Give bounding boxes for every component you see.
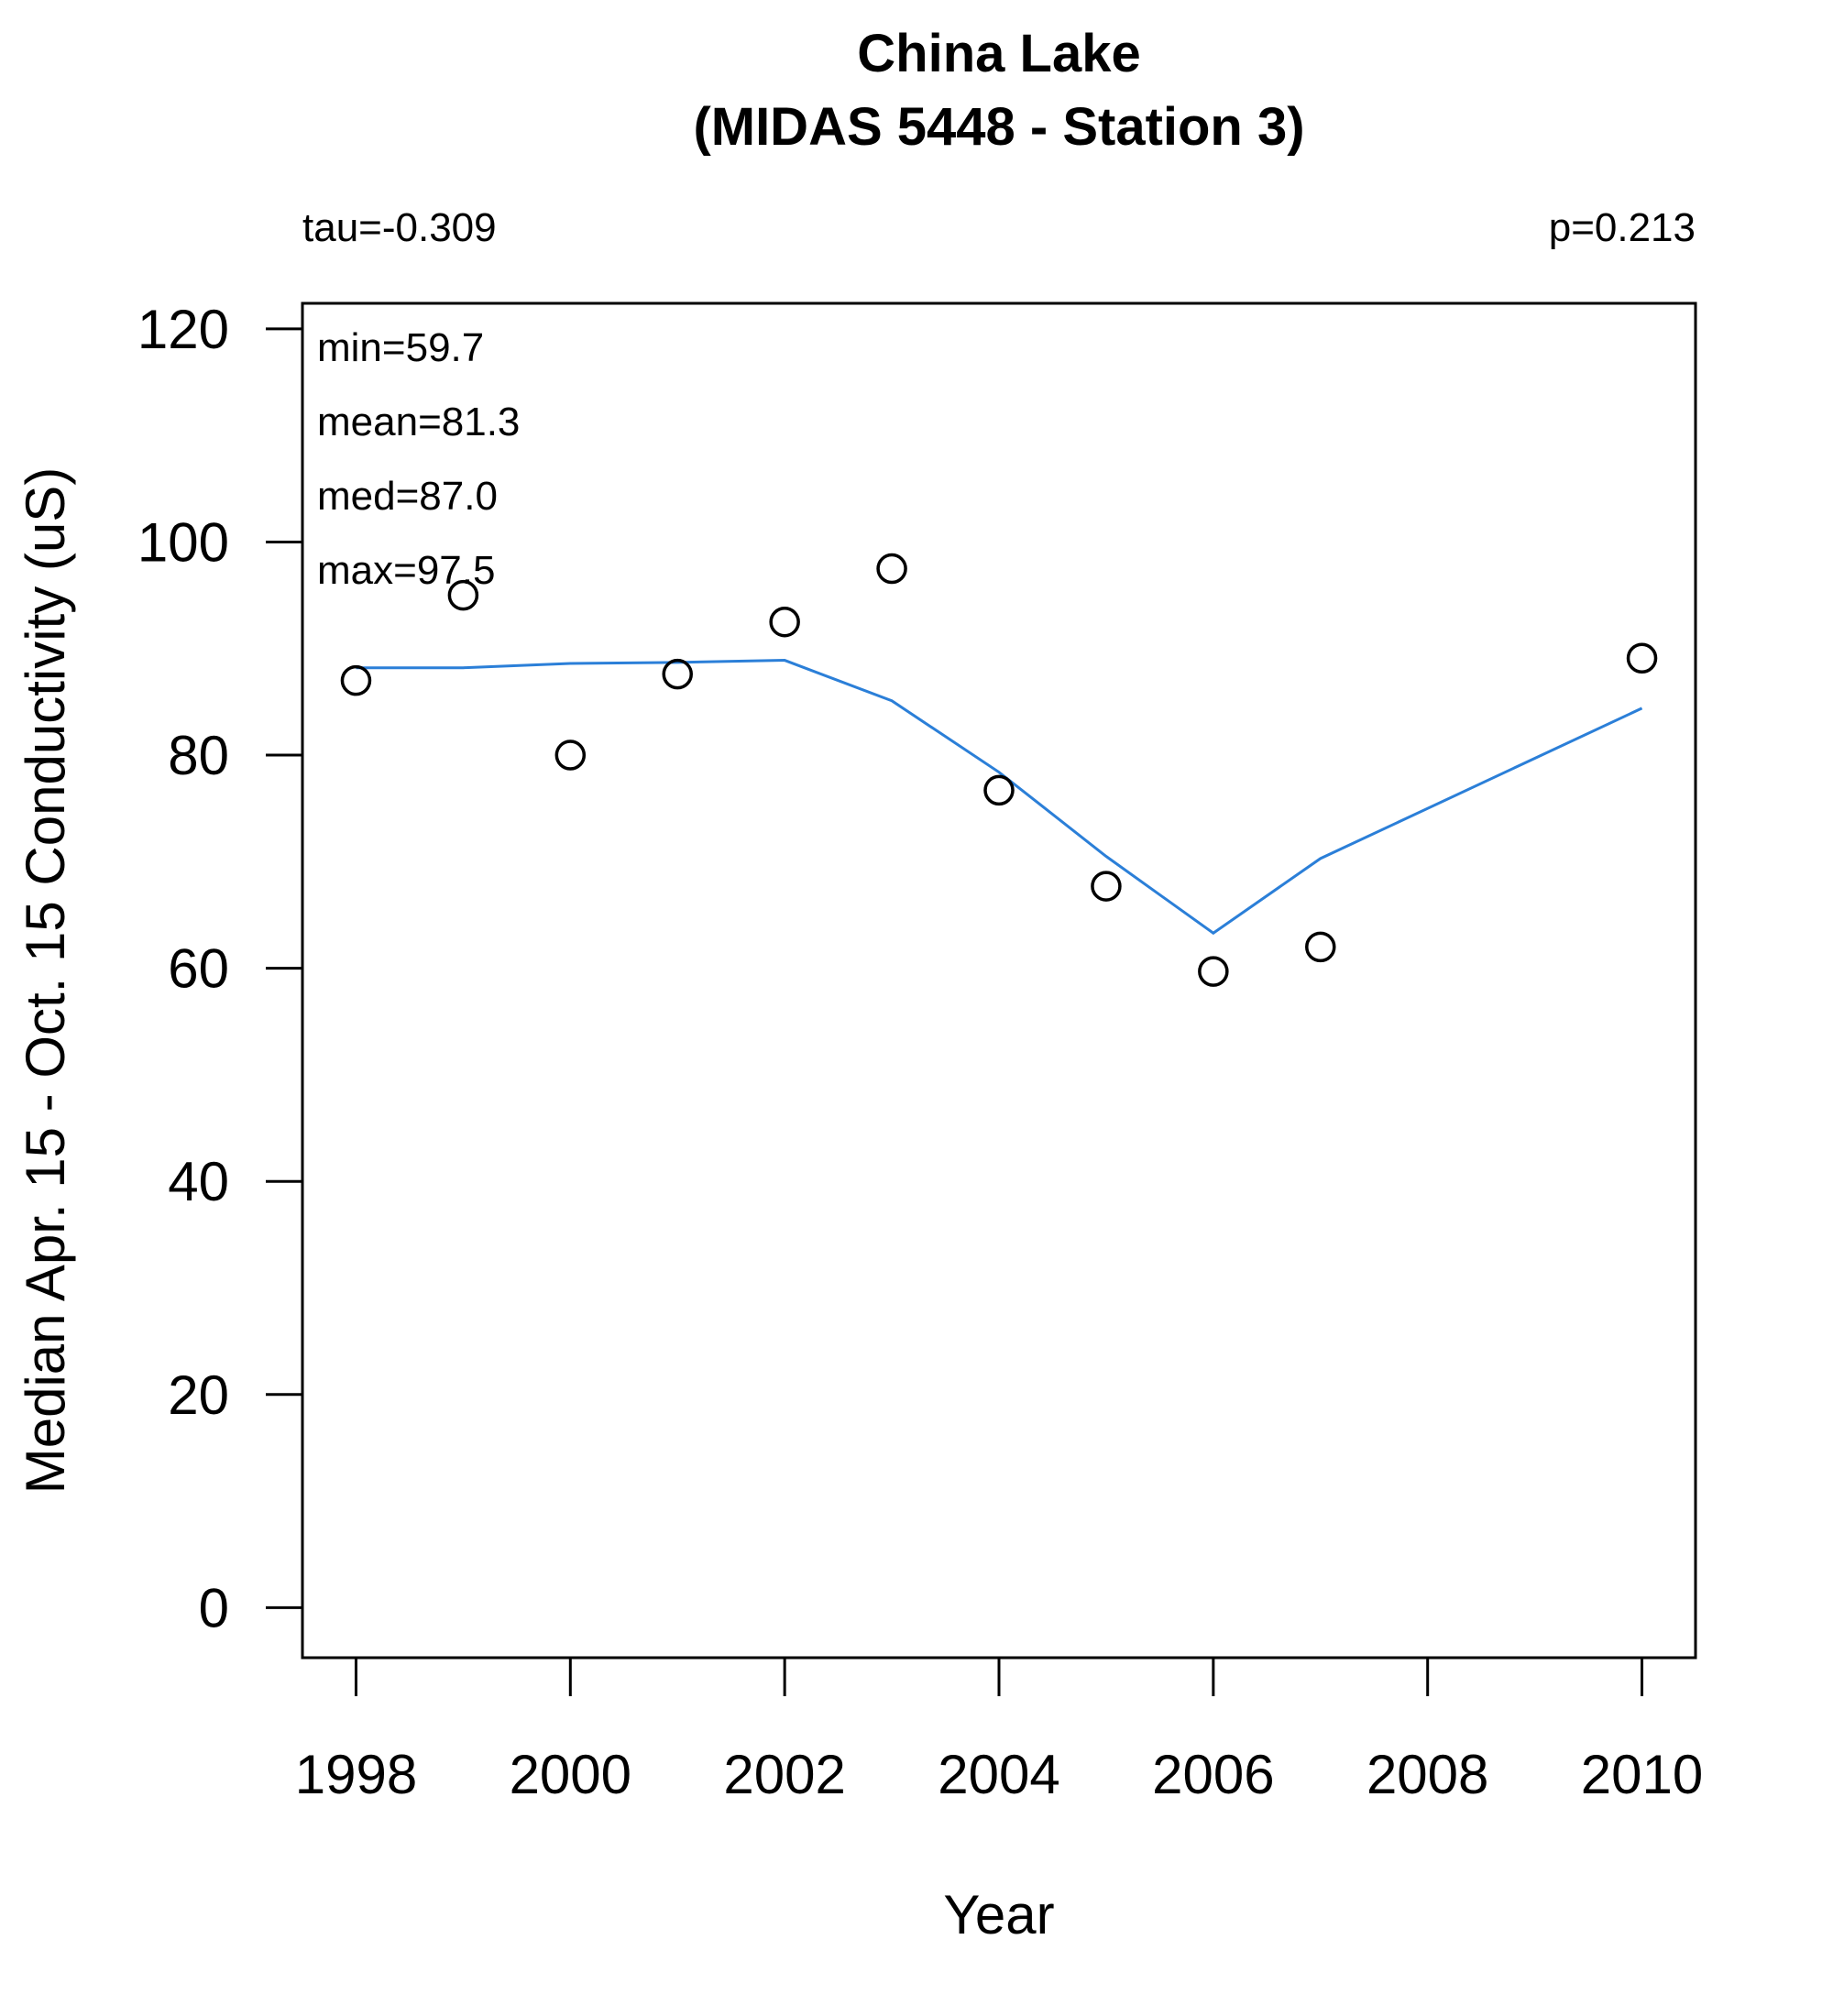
data-point: [447, 579, 479, 611]
y-tick-label: 80: [168, 725, 229, 786]
y-tick-label: 20: [168, 1364, 229, 1426]
x-tick-label: 2010: [1581, 1744, 1703, 1805]
data-point: [662, 658, 693, 690]
y-axis-title: Median Apr. 15 - Oct. 15 Conductivity (u…: [15, 467, 76, 1495]
x-tick-label: 2006: [1152, 1744, 1274, 1805]
tau-label: tau=-0.309: [302, 205, 497, 250]
x-axis: 1998 2000 2002 2004 2006 2008 2010: [295, 1656, 1703, 1805]
x-axis-title: Year: [943, 1884, 1054, 1945]
series-layer: [340, 553, 1658, 987]
y-tick-label: 40: [168, 1151, 229, 1212]
data-point: [554, 740, 587, 771]
x-tick-label: 2004: [938, 1744, 1059, 1805]
min-label: min=59.7: [317, 325, 484, 370]
y-tick-label: 0: [199, 1577, 229, 1638]
y-tick-label: 60: [168, 938, 229, 1000]
p-label: p=0.213: [1549, 205, 1696, 250]
y-tick-label: 100: [137, 511, 229, 573]
max-label: max=97.5: [317, 548, 495, 593]
data-point: [340, 664, 372, 696]
x-tick-label: 2008: [1367, 1744, 1488, 1805]
chart-title-line-2: (MIDAS 5448 - Station 3): [693, 97, 1304, 157]
data-point: [876, 553, 907, 585]
chart-title-line-1: China Lake: [857, 24, 1140, 83]
data-point: [1305, 931, 1336, 963]
data-point: [1091, 871, 1122, 902]
data-point: [1198, 956, 1229, 987]
mean-label: mean=81.3: [317, 400, 520, 444]
x-tick-label: 1998: [295, 1744, 417, 1805]
data-point: [769, 606, 800, 638]
y-tick-label: 120: [137, 299, 229, 360]
data-point: [983, 774, 1015, 806]
y-axis: 0 20 40 60 80 100 120: [137, 299, 304, 1638]
data-point: [1626, 642, 1658, 674]
x-tick-label: 2002: [723, 1744, 845, 1805]
trend-line: [356, 659, 1643, 936]
plot-frame: [301, 301, 1697, 1660]
x-tick-label: 2000: [510, 1744, 631, 1805]
med-label: med=87.0: [317, 474, 498, 519]
